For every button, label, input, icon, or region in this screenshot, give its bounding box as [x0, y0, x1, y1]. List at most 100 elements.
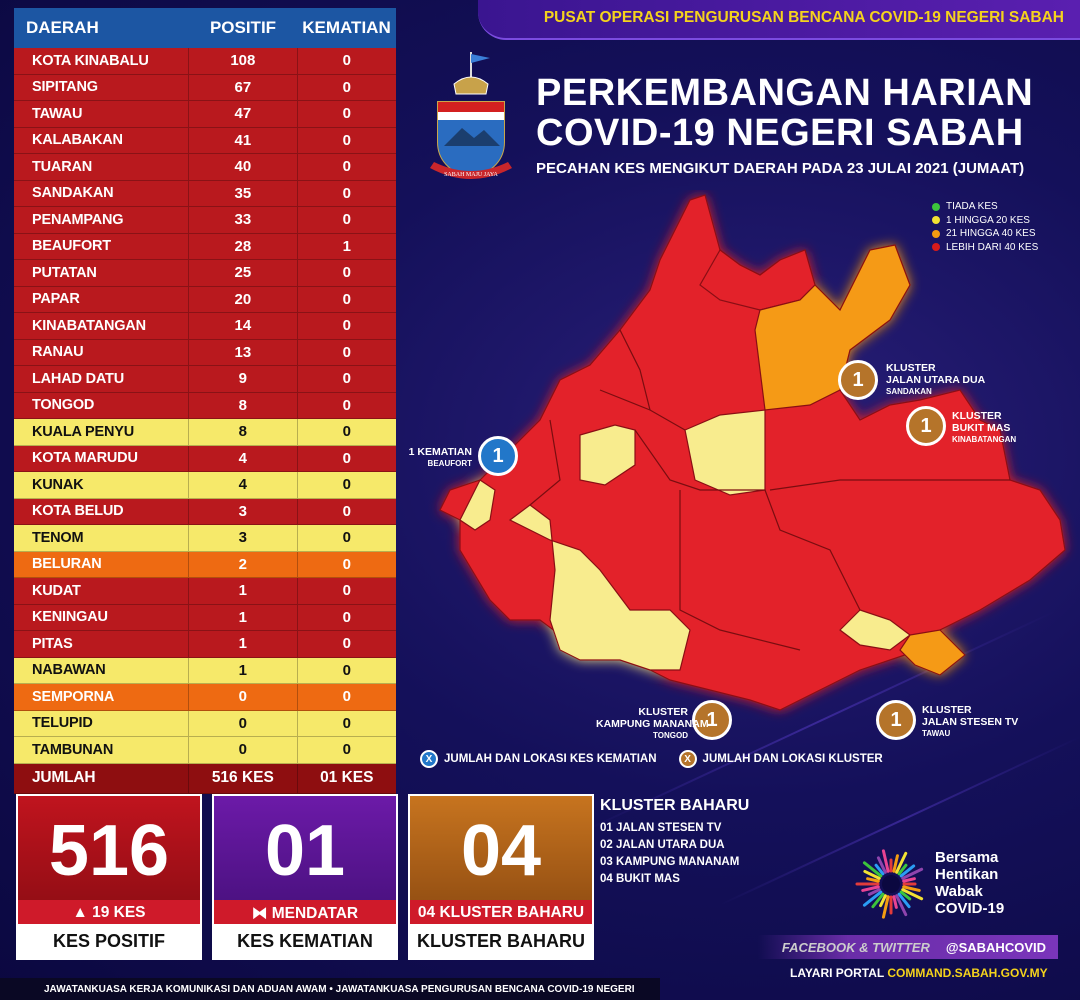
district-name: BELURAN	[32, 556, 102, 573]
table-row: PENAMPANG 33 0	[14, 207, 396, 234]
map-district-semporna	[899, 629, 966, 676]
table-row: KALABAKAN 41 0	[14, 127, 396, 154]
table-row: KOTA MARUDU 4 0	[14, 445, 396, 472]
legend-swatch	[932, 202, 940, 211]
org-name: PUSAT OPERASI PENGURUSAN BENCANA COVID-1…	[543, 9, 1064, 26]
district-name: TONGOD	[32, 397, 95, 414]
legend-swatch	[932, 229, 940, 238]
crest-motto: SABAH MAJU JAYA	[444, 172, 498, 178]
positive-count: 41	[188, 127, 296, 153]
positive-count: 0	[188, 737, 296, 763]
death-count: 0	[296, 578, 396, 604]
legend-item: 1 HINGGA 20 KES	[932, 214, 1038, 228]
beaufort-death-marker: 1	[478, 436, 518, 476]
death-count: 0	[296, 127, 396, 153]
sunburst-ray	[895, 851, 908, 874]
positive-count: 2	[188, 551, 296, 577]
death-count: 0	[296, 445, 396, 471]
sunburst-ray	[892, 854, 899, 873]
positive-count: 40	[188, 154, 296, 180]
footer-credits: JAWATANKUASA KERJA KOMUNIKASI DAN ADUAN …	[0, 978, 660, 1000]
death-count: 0	[296, 498, 396, 524]
legend-swatch	[932, 243, 940, 252]
legend-swatch	[932, 216, 940, 225]
death-cases-label: KES KEMATIAN	[214, 924, 396, 958]
map-legend: TIADA KES 1 HINGGA 20 KES 21 HINGGA 40 K…	[932, 200, 1038, 254]
positive-count: 108	[188, 48, 296, 74]
death-count: 0	[296, 392, 396, 418]
table-row: BEAUFORT 28 1	[14, 233, 396, 260]
death-count: 0	[296, 472, 396, 498]
cluster-key-icon: X	[678, 750, 697, 768]
table-row: SANDAKAN 35 0	[14, 180, 396, 207]
district-name: KOTA MARUDU	[32, 450, 138, 467]
district-name: TUARAN	[32, 158, 93, 175]
table-row: TENOM 3 0	[14, 525, 396, 552]
legend-item: TIADA KES	[932, 200, 1038, 214]
social-handle[interactable]: @SABAHCOVID	[945, 939, 1046, 955]
positive-count: 14	[188, 313, 296, 339]
total-kematian: 01 KES	[296, 763, 396, 793]
district-name: TELUPID	[32, 715, 93, 732]
positive-count: 25	[188, 260, 296, 286]
positive-count: 33	[188, 207, 296, 233]
tawau-marker-label: KLUSTER JALAN STESEN TV TAWAU	[922, 704, 1019, 738]
table-row: SIPITANG 67 0	[14, 74, 396, 101]
sunburst-ray	[866, 877, 880, 883]
death-count: 0	[296, 525, 396, 551]
positive-count: 8	[188, 392, 296, 418]
death-count: 0	[296, 631, 396, 657]
sunburst-ray	[897, 863, 908, 876]
positive-count: 67	[188, 74, 296, 100]
positive-cases-value: 516	[48, 811, 170, 891]
positive-count: 9	[188, 366, 296, 392]
positive-cases-card: 516 ▲ 19 KES KES POSITIF	[16, 794, 202, 960]
district-name: KUDAT	[32, 582, 81, 599]
tongod-cluster-marker: 1	[692, 700, 732, 740]
positive-count: 35	[188, 180, 296, 206]
col-header-positif: POSITIF	[209, 18, 277, 37]
district-name: KALABAKAN	[32, 132, 123, 149]
table-header: DAERAH POSITIF KEMATIAN	[14, 8, 396, 48]
table-row: TONGOD 8 0	[14, 392, 396, 419]
sunburst-ray	[901, 888, 924, 901]
sunburst-ray	[862, 861, 883, 878]
death-count: 0	[296, 207, 396, 233]
positive-cases-label: KES POSITIF	[18, 924, 200, 958]
portal-line: LAYARI PORTAL COMMAND.SABAH.GOV.MY	[790, 966, 1048, 980]
sandakan-marker-label: KLUSTER JALAN UTARA DUA SANDAKAN	[886, 362, 986, 396]
positive-count: 0	[188, 710, 296, 736]
list-item: 01 JALAN STESEN TV	[600, 822, 722, 834]
table-row: NABAWAN 1 0	[14, 657, 396, 684]
legend-item: 21 HINGGA 40 KES	[932, 227, 1038, 241]
death-count: 0	[296, 74, 396, 100]
table-row: PITAS 1 0	[14, 631, 396, 658]
table-row: BELURAN 2 0	[14, 551, 396, 578]
table-row: TUARAN 40 0	[14, 154, 396, 181]
sunburst-ray	[899, 890, 912, 901]
district-name: PITAS	[32, 635, 73, 652]
list-item: 03 KAMPUNG MANANAM	[600, 856, 740, 868]
tongod-marker-label: KLUSTER KAMPUNG MANANAM TONGOD	[596, 706, 709, 740]
sunburst-ray	[899, 864, 916, 878]
sabah-district-map	[439, 194, 1066, 711]
table-row: TAWAU 47 0	[14, 101, 396, 128]
death-key-icon: X	[420, 750, 438, 768]
death-count: 0	[296, 737, 396, 763]
positive-count: 1	[188, 578, 296, 604]
district-name: BEAUFORT	[32, 238, 111, 255]
table-row: KENINGAU 1 0	[14, 604, 396, 631]
death-count: 0	[296, 260, 396, 286]
sunburst-ray	[901, 867, 924, 880]
social-bar: FACEBOOK & TWITTER @SABAHCOVID	[758, 935, 1058, 959]
sunburst-ray	[871, 892, 885, 909]
map-district-kuala-penyu	[459, 479, 496, 531]
clusters-label: KLUSTER BAHARU	[410, 924, 592, 958]
positive-count: 47	[188, 101, 296, 127]
table-row: RANAU 13 0	[14, 339, 396, 366]
total-label: JUMLAH	[32, 769, 96, 786]
positive-count: 1	[188, 657, 296, 683]
portal-link[interactable]: COMMAND.SABAH.GOV.MY	[887, 966, 1048, 980]
sunburst-ray	[867, 888, 881, 896]
district-table: DAERAH POSITIF KEMATIAN KOTA KINABALU 108…	[14, 8, 396, 794]
